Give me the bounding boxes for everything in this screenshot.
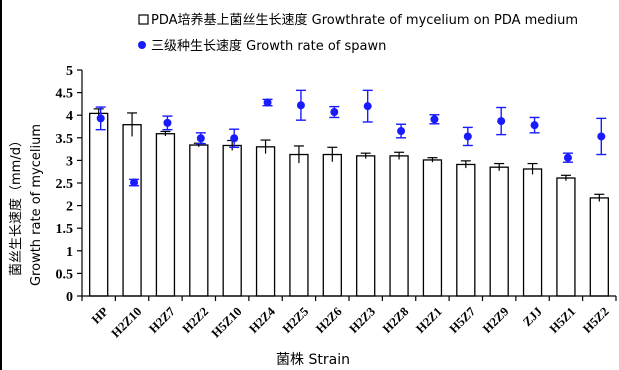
y-tick-label: 0.5 [56, 267, 74, 282]
y-tick-label: 2.5 [56, 177, 74, 192]
bar [456, 163, 476, 297]
x-category-label: H5Z1 [547, 304, 579, 336]
scatter-point [296, 101, 305, 110]
scatter-point [597, 132, 606, 141]
y-axis-label: 菌丝生长速度（mm/d） Growth rate of mycelium [8, 124, 44, 286]
y-tick-label: 0 [66, 290, 73, 305]
legend-bar-swatch [138, 14, 149, 25]
bar [489, 166, 509, 297]
scatter-point [163, 118, 172, 127]
scatter-point [363, 102, 372, 111]
chart-border-left [0, 0, 2, 370]
x-category-label: H2Z5 [280, 304, 312, 336]
x-category-label: H2Z10 [108, 304, 144, 340]
x-category-label: H2Z4 [246, 304, 278, 336]
bar [356, 155, 376, 297]
y-tick-label: 5 [66, 64, 73, 79]
bar [589, 197, 609, 297]
x-category-label: H5Z2 [580, 304, 612, 336]
bar [89, 112, 109, 297]
bar [255, 146, 276, 297]
bar-series [89, 108, 609, 297]
bar [189, 144, 209, 297]
x-category-label: H2Z6 [313, 304, 345, 336]
x-category-label: H2Z2 [180, 304, 212, 336]
x-category-label: ZJJ [520, 304, 545, 329]
x-category-label: HP [89, 304, 111, 326]
y-tick-label: 1.5 [56, 222, 74, 237]
scatter-point [263, 98, 272, 107]
y-tick-label: 4.5 [56, 87, 74, 102]
bar [122, 124, 142, 297]
x-category-label: H2Z7 [146, 304, 178, 336]
x-category-label: H2Z8 [380, 304, 412, 336]
legend: PDA培养基上菌丝生长速度 Growthrate of mycelium on … [138, 12, 578, 54]
scatter-point [563, 153, 572, 162]
legend-dot-swatch [138, 41, 146, 49]
x-category-label: H2Z9 [480, 304, 512, 336]
scatter-point [397, 127, 406, 136]
x-axis-label: 菌株 Strain [276, 352, 350, 368]
scatter-point [96, 114, 105, 123]
y-axis: 0 0.5 1 1.5 2 2.5 3 3.5 4 4.5 5 [56, 64, 83, 305]
bar [522, 168, 543, 297]
y-tick-label: 3.5 [56, 132, 74, 147]
y-tick-label: 4 [66, 109, 73, 124]
bar [389, 155, 409, 297]
y-tick-label: 1 [66, 245, 73, 260]
x-category-label: H5Z10 [209, 304, 245, 340]
x-category-label: H2Z1 [413, 304, 445, 336]
y-tick-label: 3 [66, 154, 73, 169]
scatter-point [530, 121, 539, 130]
bar [222, 144, 242, 297]
scatter-point [130, 178, 139, 187]
legend-dot-label: 三级种生长速度 Growth rate of spawn [151, 38, 386, 54]
y-axis-label-en: Growth rate of mycelium [29, 124, 44, 286]
scatter-point [196, 134, 205, 143]
scatter-point [497, 117, 506, 126]
x-category-label: H2Z3 [346, 304, 378, 336]
scatter-series [95, 89, 607, 187]
scatter-point [230, 134, 239, 143]
scatter-point [463, 132, 472, 141]
scatter-point [330, 108, 339, 117]
y-tick-label: 2 [66, 200, 73, 215]
bar [422, 159, 443, 297]
legend-bar-label: PDA培养基上菌丝生长速度 Growthrate of mycelium on … [151, 12, 578, 28]
x-category-label: H5Z7 [447, 304, 479, 336]
scatter-point [430, 115, 439, 124]
bar [155, 133, 176, 297]
bar [556, 177, 576, 297]
bar [322, 153, 342, 297]
bar [289, 153, 309, 297]
y-axis-label-cn: 菌丝生长速度（mm/d） [8, 134, 24, 276]
